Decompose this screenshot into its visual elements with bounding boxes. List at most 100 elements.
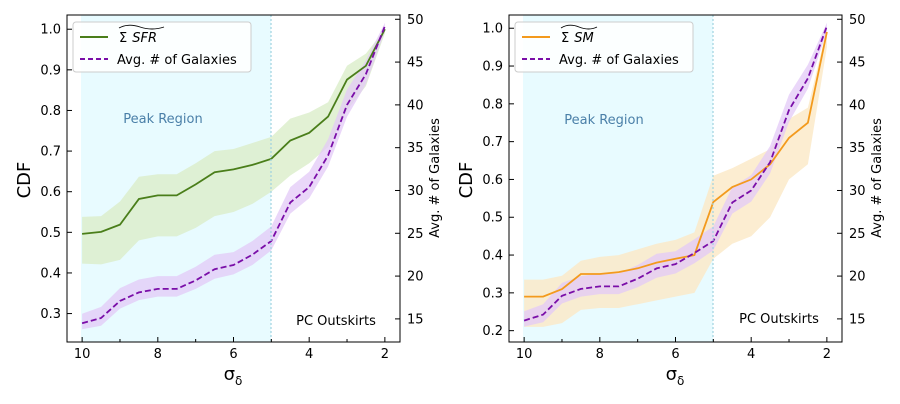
x-tick-label: 2 <box>823 347 831 362</box>
legend-tilde-sfr <box>118 24 165 30</box>
data-point-cdf <box>157 194 159 196</box>
data-point-cdf <box>826 31 828 33</box>
y-tick-label: 1.0 <box>40 23 61 38</box>
y2-tick-label: 20 <box>407 270 424 285</box>
y-tick-label: 0.8 <box>482 97 503 112</box>
legend-tilde-sm <box>560 24 598 30</box>
data-point-galaxies <box>214 268 216 270</box>
y2-tick-label: 25 <box>407 227 424 242</box>
legend-label-sfr: Σ SFR <box>119 31 157 46</box>
data-point-galaxies <box>826 25 828 27</box>
y-tick-label: 0.3 <box>40 307 61 322</box>
data-point-galaxies <box>599 285 601 287</box>
data-point-cdf <box>788 137 790 139</box>
data-point-galaxies <box>656 267 658 269</box>
y2-tick-label: 20 <box>849 270 866 285</box>
y-tick-label: 0.9 <box>40 63 61 78</box>
panel-sm: 10 8 6 4 2 0.2 0.3 0.4 0.5 0.6 0.7 0.8 0.9 1.0 15 20 2… <box>456 13 885 388</box>
data-point-cdf <box>289 140 291 142</box>
x-tick-label: 6 <box>229 347 237 362</box>
y-tick-label: 0.9 <box>482 60 503 75</box>
y2-tick-label: 35 <box>407 141 424 156</box>
data-point-cdf <box>523 296 525 298</box>
x-ticks: 10 8 6 4 2 <box>74 337 389 362</box>
peak-region-label: Peak Region <box>123 112 203 127</box>
data-point-cdf <box>81 233 83 235</box>
y2-tick-label: 50 <box>407 13 424 28</box>
data-point-cdf <box>637 267 639 269</box>
data-point-cdf <box>214 171 216 173</box>
data-point-cdf <box>675 258 677 260</box>
line-group-sm <box>523 25 828 322</box>
data-point-galaxies <box>327 154 329 156</box>
data-point-galaxies <box>523 320 525 322</box>
y2-tick-label: 30 <box>849 184 866 199</box>
data-point-galaxies <box>119 300 121 302</box>
y-ticks-left: 0.2 0.3 0.4 0.5 0.6 0.7 0.8 0.9 1.0 <box>482 22 514 339</box>
data-point-galaxies <box>675 263 677 265</box>
y-ticks-right: 15 20 25 30 35 40 45 50 <box>837 13 866 327</box>
data-point-cdf <box>580 273 582 275</box>
data-point-cdf <box>542 296 544 298</box>
x-tick-label: 10 <box>516 347 533 362</box>
data-point-galaxies <box>176 288 178 290</box>
x-axis-label: σδ <box>666 364 685 388</box>
y-axis-label: CDF <box>14 162 35 199</box>
series-line-galaxies <box>81 25 386 325</box>
data-point-cdf <box>693 254 695 256</box>
data-point-cdf <box>195 183 197 185</box>
data-point-cdf <box>308 132 310 134</box>
x-tick-label: 8 <box>596 347 604 362</box>
data-point-galaxies <box>365 73 367 75</box>
data-point-cdf <box>100 231 102 233</box>
y2-tick-label: 35 <box>849 141 866 156</box>
data-point-galaxies <box>542 314 544 316</box>
data-point-galaxies <box>561 295 563 297</box>
data-point-galaxies <box>251 254 253 256</box>
data-point-galaxies <box>788 109 790 111</box>
data-point-cdf <box>176 194 178 196</box>
data-point-cdf <box>731 186 733 188</box>
x-tick-label: 4 <box>305 347 313 362</box>
data-point-galaxies <box>750 190 752 192</box>
y2-axis-label: Avg. # of Galaxies <box>870 118 885 238</box>
data-point-galaxies <box>580 288 582 290</box>
y-tick-label: 0.3 <box>482 286 503 301</box>
data-point-galaxies <box>807 77 809 79</box>
band-group-sm <box>524 22 827 327</box>
data-point-galaxies <box>618 285 620 287</box>
data-point-galaxies <box>731 202 733 204</box>
series-line-galaxies <box>523 25 828 322</box>
y2-tick-label: 30 <box>407 184 424 199</box>
band-galaxies <box>82 22 385 330</box>
data-point-galaxies <box>233 264 235 266</box>
data-point-cdf <box>561 288 563 290</box>
y2-tick-label: 45 <box>407 56 424 71</box>
legend-box <box>514 21 694 73</box>
data-point-galaxies <box>384 25 386 27</box>
y-tick-label: 0.2 <box>482 324 503 339</box>
data-point-galaxies <box>100 317 102 319</box>
y-tick-label: 0.4 <box>482 249 503 264</box>
y-tick-label: 0.6 <box>40 185 61 200</box>
y2-tick-label: 45 <box>849 56 866 71</box>
y2-tick-label: 15 <box>407 312 424 327</box>
y2-tick-label: 40 <box>849 98 866 113</box>
panel-sfr: 10 8 6 4 2 0.3 0.4 0.5 0.6 0.7 0.8 0.9 1.0 15 20 25 30… <box>14 13 443 388</box>
data-point-cdf <box>251 164 253 166</box>
data-point-galaxies <box>637 278 639 280</box>
x-tick-label: 2 <box>381 347 389 362</box>
data-point-cdf <box>365 65 367 67</box>
x-tick-label: 6 <box>671 347 679 362</box>
data-point-cdf <box>346 79 348 81</box>
y-tick-label: 0.5 <box>40 226 61 241</box>
outskirts-label: PC Outskirts <box>296 314 376 329</box>
legend: Σ SFR Avg. # of Galaxies <box>72 21 252 73</box>
legend-box <box>72 21 252 73</box>
band-group-sfr <box>82 22 385 330</box>
y2-tick-label: 15 <box>849 312 866 327</box>
legend-label-sm: Σ SM <box>561 31 594 46</box>
band-cdf <box>82 29 385 265</box>
data-point-cdf <box>618 271 620 273</box>
